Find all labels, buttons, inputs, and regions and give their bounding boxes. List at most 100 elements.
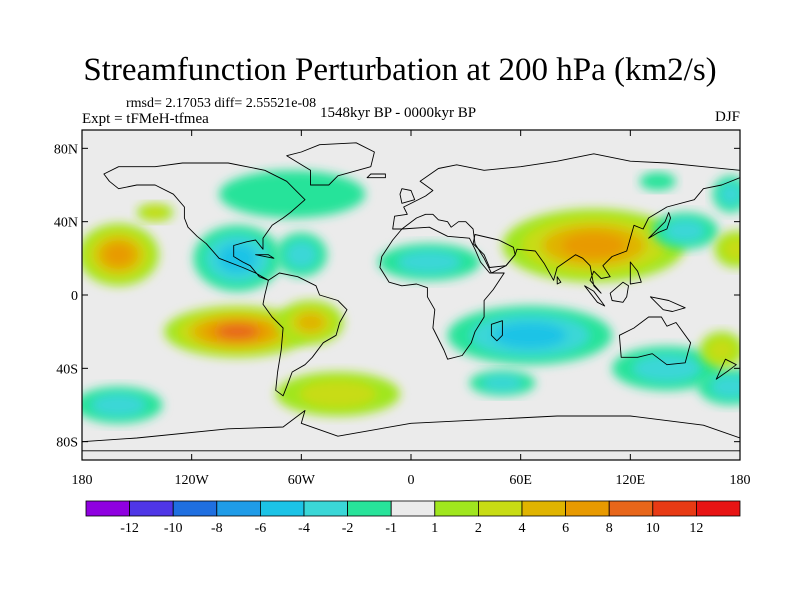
colorbar-swatch: [347, 500, 392, 517]
colorbar-swatch: [696, 500, 741, 517]
anomaly-contour: [639, 172, 677, 191]
colorbar-swatch: [652, 500, 697, 517]
colorbar-label: 10: [646, 521, 660, 536]
coastline-north-america: [103, 162, 306, 281]
lat-tick-label: 80N: [54, 142, 78, 157]
anomaly-cell: [714, 230, 740, 268]
colorbar-label: 1: [431, 521, 438, 536]
season-label: DJF: [714, 109, 740, 125]
anomaly-cell: [136, 203, 174, 222]
colorbar-swatch: [172, 500, 218, 517]
lon-tick-label: 180: [730, 473, 751, 488]
anomaly-contour: [104, 243, 133, 266]
time-period-label: 1548kyr BP - 0000kyr BP: [320, 105, 477, 121]
colorbar-label: 4: [519, 521, 526, 536]
colorbar-label: 8: [606, 521, 613, 536]
anomaly-contour: [710, 375, 740, 398]
latitude-axis: 80N 40N 0 40S 80S: [54, 142, 740, 451]
anomaly-contour: [493, 322, 567, 349]
anomaly-contour: [561, 232, 626, 259]
anomaly-contour: [719, 182, 740, 206]
lat-tick-label: 40N: [54, 216, 78, 231]
longitude-axis: 180 120W 60W 0 60E 120E 180: [72, 130, 751, 488]
lat-tick-label: 40S: [56, 362, 78, 377]
coastline-japan: [648, 212, 671, 239]
anomaly-contour: [299, 380, 377, 408]
anomaly-cell: [639, 172, 677, 191]
coastline-greenland: [286, 142, 375, 186]
colorbar-label: -2: [342, 521, 354, 536]
anomaly-cell: [652, 212, 719, 250]
colorbar-label: -8: [211, 521, 223, 536]
anomaly-contour: [664, 219, 706, 243]
anomaly-cell: [612, 346, 722, 391]
anomaly-cell: [697, 368, 740, 405]
anomaly-cell: [275, 232, 327, 277]
anomaly-contour: [633, 354, 701, 382]
coastline-eurasia: [392, 153, 740, 294]
anomaly-contour: [219, 170, 366, 219]
colorbar-swatch: [216, 500, 261, 517]
map-background: [82, 130, 740, 460]
coastline-iceland: [366, 173, 386, 179]
colorbar-swatch: [129, 500, 174, 517]
anomaly-contour: [708, 338, 736, 362]
coastline-great-britain: [399, 188, 416, 204]
coastline-madagascar: [490, 320, 503, 342]
colorbar-swatch: [390, 500, 436, 517]
coastline-africa: [379, 226, 505, 360]
lon-tick-label: 0: [408, 473, 415, 488]
anomaly-contour: [143, 206, 167, 219]
anomaly-contour: [91, 393, 146, 417]
colorbar-label: 2: [475, 521, 482, 536]
coastline-sumatra: [584, 285, 606, 307]
anomaly-contour: [285, 241, 318, 269]
colorbar-swatch: [434, 500, 479, 517]
lon-tick-label: 60W: [288, 473, 316, 488]
anomaly-contour: [482, 375, 523, 391]
coastline-south-america: [262, 272, 348, 397]
anomaly-cell: [699, 331, 740, 369]
colorbar-label: -4: [298, 521, 310, 536]
coastline-new-zealand: [715, 358, 737, 380]
coastlines: [82, 142, 740, 452]
coastline-philippines: [629, 261, 642, 285]
coastline-antarctica: [82, 410, 740, 452]
anomaly-cell: [82, 386, 163, 424]
coastline-indonesia-borneo: [609, 281, 629, 303]
colorbar-swatch: [303, 500, 348, 517]
colorbar-label: -1: [385, 521, 397, 536]
colorbar-swatch: [259, 500, 305, 517]
anomaly-cell: [219, 170, 366, 219]
coastline-sri-lanka: [556, 276, 562, 285]
colorbar-label: 6: [562, 521, 569, 536]
lon-tick-label: 120W: [175, 473, 210, 488]
anomaly-contour: [295, 312, 326, 333]
anomaly-cell: [378, 243, 481, 281]
lon-tick-label: 120E: [616, 473, 646, 488]
anomaly-cell: [82, 223, 159, 286]
colorbar-label: -6: [255, 521, 267, 536]
coastline-cuba: [255, 254, 275, 259]
anomaly-cell: [277, 300, 344, 345]
plot-title: Streamfunction Perturbation at 200 hPa (…: [83, 52, 717, 88]
coastline-new-guinea: [649, 296, 686, 312]
lon-tick-label: 180: [72, 473, 93, 488]
anomaly-cell: [447, 306, 613, 365]
lat-tick-label: 0: [71, 289, 78, 304]
experiment-label: Expt = tFMeH-tfmea: [82, 111, 209, 127]
colorbar-swatch: [608, 500, 654, 517]
anomaly-contour: [397, 250, 461, 274]
anomaly-cell: [469, 370, 536, 396]
anomaly-contour: [722, 237, 740, 261]
lat-tick-label: 80S: [56, 436, 78, 451]
coastline-australia: [618, 316, 692, 366]
anomaly-contour: [216, 324, 259, 339]
colorbar-swatch: [565, 500, 610, 517]
coastline-arabia: [472, 234, 516, 268]
colorbar-label: 12: [689, 521, 703, 536]
lon-tick-label: 60E: [509, 473, 532, 488]
colorbar-swatch: [85, 500, 130, 517]
colorbar: -12 -10 -8 -6 -4 -2 -1 1 2 4 6 8 10 12: [85, 500, 741, 536]
